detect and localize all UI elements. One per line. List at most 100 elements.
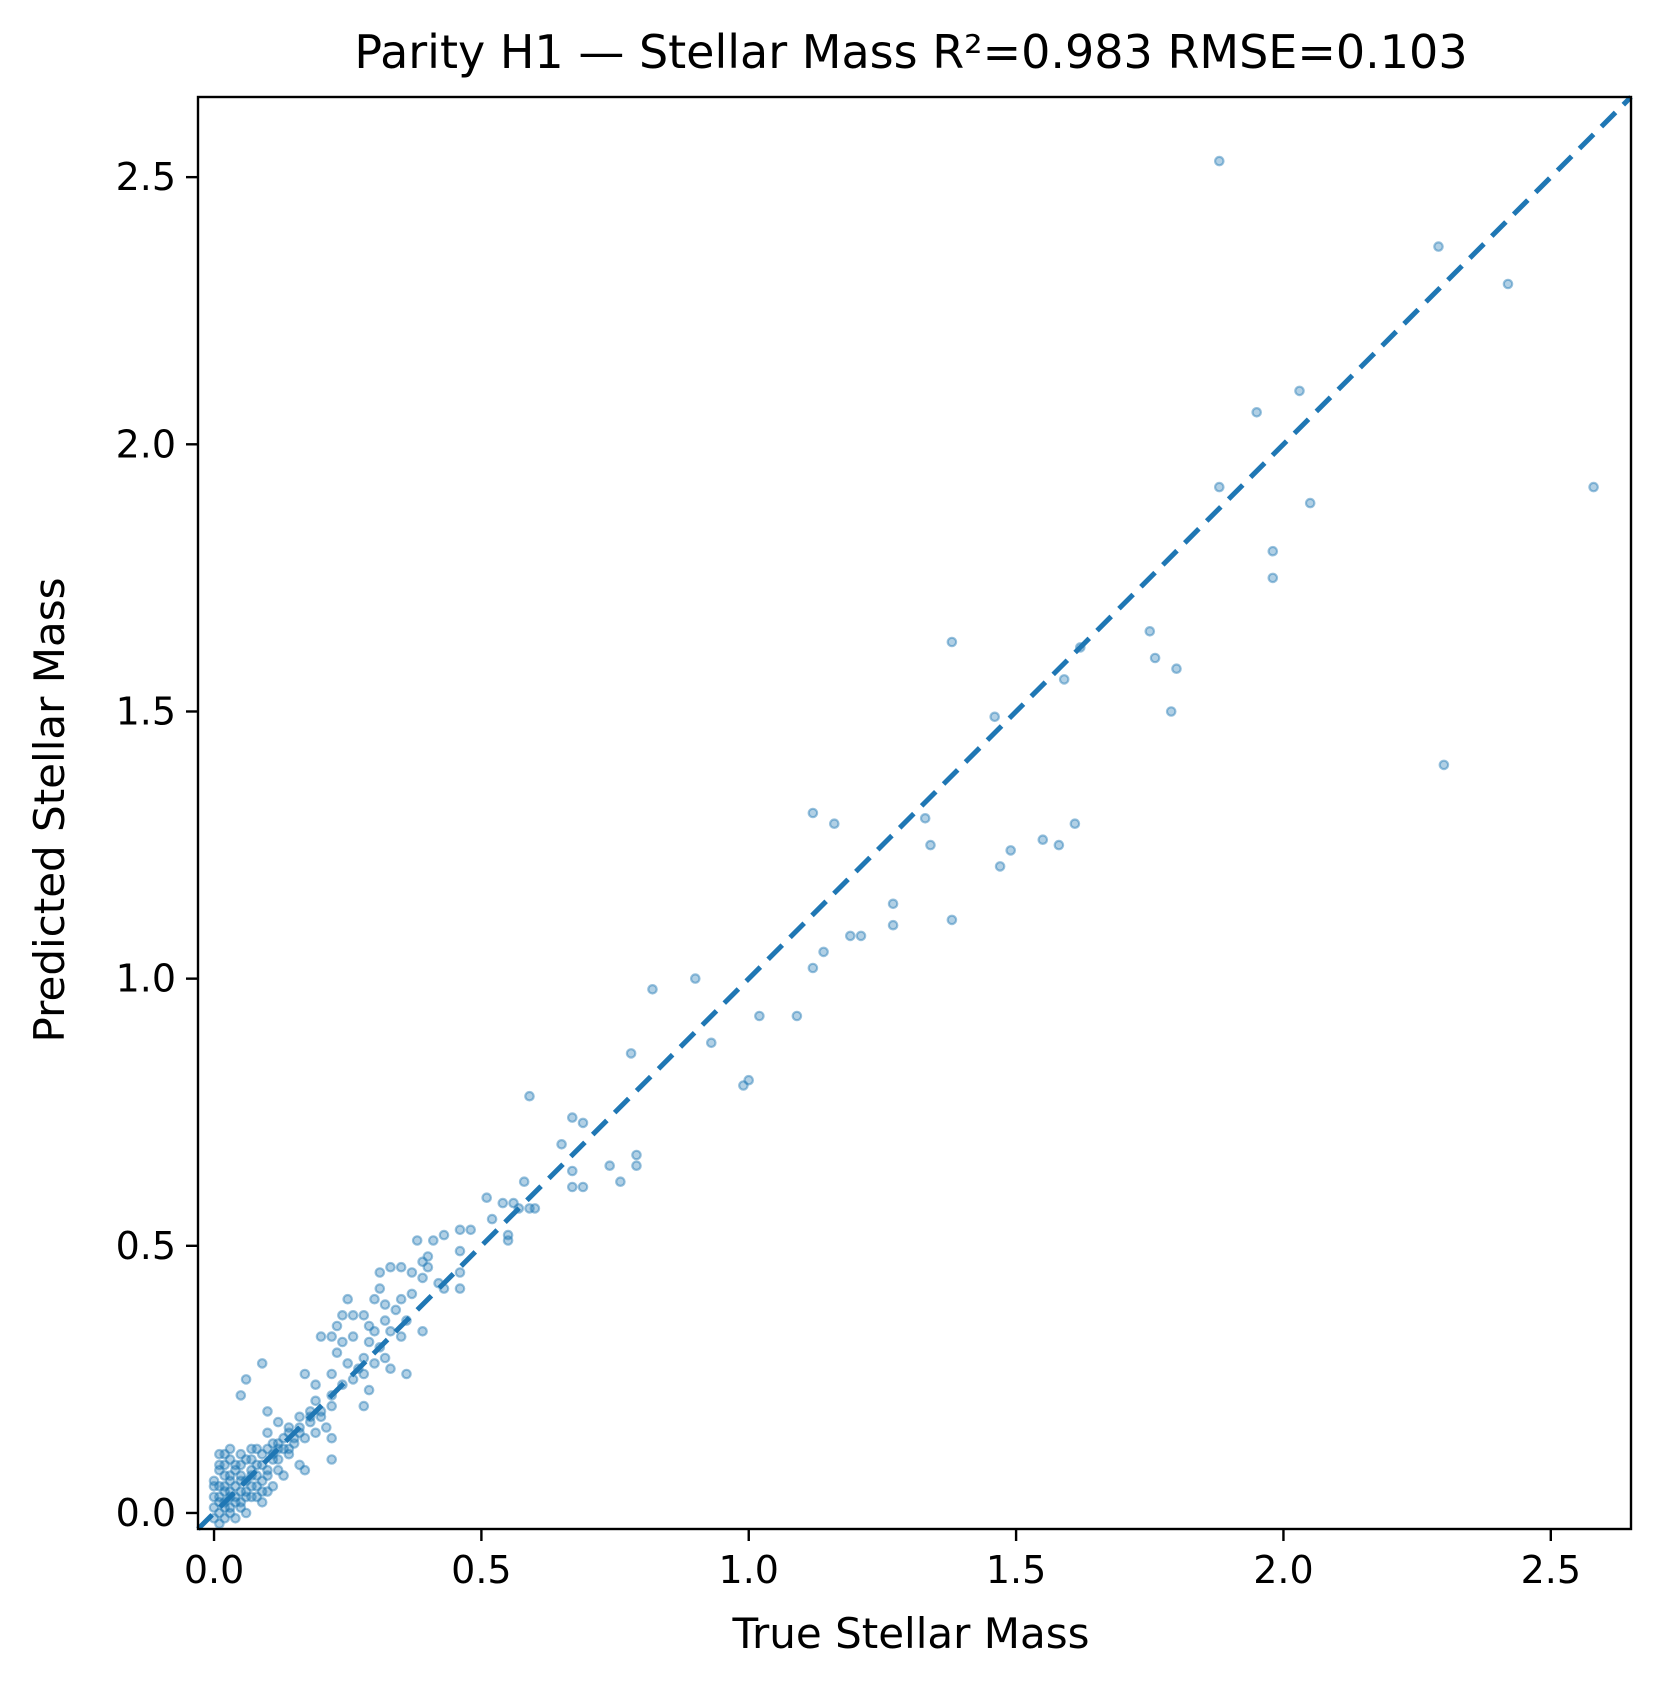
scatter-point [1438, 759, 1450, 771]
scatter-point [705, 1037, 717, 1049]
scatter-point [230, 1459, 241, 1471]
scatter-point [262, 1486, 273, 1497]
scatter-point [369, 1326, 380, 1337]
scatter-point [385, 1326, 396, 1337]
scatter-point [1267, 572, 1279, 584]
scatter-point [235, 1390, 247, 1401]
scatter-point [251, 1481, 263, 1492]
scatter-point [566, 1165, 578, 1177]
scatter-point [855, 930, 867, 942]
scatter-point [214, 1464, 225, 1476]
scatter-point [230, 1513, 241, 1524]
x-axis-ticks: 0.0 0.5 1.0 1.5 2.0 2.5 [184, 1529, 1581, 1592]
scatter-point [369, 1293, 380, 1305]
scatter-point [647, 983, 658, 995]
scatter-point [807, 962, 819, 974]
scatter-point [267, 1438, 279, 1449]
scatter-point [326, 1368, 337, 1380]
scatter-point [358, 1400, 370, 1412]
scatter-points [208, 155, 1599, 1529]
scatter-point [1502, 278, 1514, 290]
scatter-point [454, 1283, 466, 1294]
scatter-point [315, 1331, 327, 1342]
scatter-point [256, 1358, 268, 1369]
scatter-point [395, 1261, 407, 1273]
x-tick-label: 2.0 [1253, 1548, 1313, 1592]
scatter-point [272, 1438, 284, 1449]
scatter-point [1165, 706, 1177, 717]
scatter-point [310, 1395, 321, 1407]
scatter-point [256, 1448, 268, 1460]
scatter-point [615, 1176, 626, 1187]
scatter-point [577, 1181, 589, 1193]
scatter-point [422, 1261, 434, 1273]
scatter-point [214, 1507, 225, 1519]
scatter-point [369, 1358, 380, 1369]
scatter-point [326, 1454, 337, 1465]
scatter-point [481, 1192, 492, 1203]
scatter-point [529, 1203, 541, 1214]
y-tick-label: 2.0 [116, 422, 176, 466]
scatter-point [363, 1336, 375, 1348]
x-tick-label: 1.5 [986, 1548, 1046, 1592]
scatter-point [240, 1491, 252, 1503]
scatter-point [235, 1459, 247, 1471]
scatter-point [508, 1197, 519, 1209]
scatter-point [689, 973, 701, 984]
scatter-point [214, 1459, 225, 1471]
scatter-point [235, 1486, 247, 1497]
scatter-point [320, 1422, 332, 1433]
scatter-point [887, 919, 899, 931]
scatter-point [219, 1448, 230, 1460]
scatter-point [417, 1256, 428, 1268]
scatter-point [294, 1411, 305, 1423]
scatter-point [299, 1464, 311, 1476]
scatter-point [925, 839, 936, 851]
scatter-point [1058, 674, 1070, 685]
scatter-point [256, 1486, 268, 1497]
plot-frame [196, 95, 1633, 1531]
scatter-point [887, 898, 899, 910]
scatter-point [224, 1454, 236, 1465]
scatter-point [214, 1448, 225, 1460]
scatter-point [828, 818, 840, 829]
scatter-point [390, 1304, 402, 1316]
identity-line [196, 95, 1633, 1531]
scatter-point [497, 1197, 509, 1209]
scatter-point [1037, 834, 1049, 845]
scatter-point [214, 1491, 225, 1503]
scatter-point [288, 1438, 300, 1449]
scatter-point [1214, 481, 1225, 493]
scatter-point [363, 1384, 375, 1396]
scatter-point [278, 1443, 289, 1455]
scatter-point [374, 1267, 386, 1278]
scatter-point [1304, 497, 1316, 509]
scatter-point [1267, 545, 1279, 557]
scatter-point [262, 1443, 273, 1455]
scatter-point [411, 1235, 423, 1246]
scatter-point [267, 1481, 279, 1492]
scatter-point [337, 1310, 348, 1321]
scatter-point [208, 1475, 220, 1487]
scatter-point [214, 1518, 225, 1529]
scatter-point [385, 1363, 396, 1374]
scatter-point [417, 1326, 428, 1337]
scatter-point [1214, 155, 1225, 167]
scatter-point [246, 1491, 257, 1503]
scatter-point [262, 1406, 273, 1417]
scatter-point [743, 1074, 754, 1086]
scatter-point [604, 1160, 615, 1171]
scatter-point [1171, 663, 1182, 674]
scatter-point [326, 1400, 337, 1412]
scatter-point [374, 1283, 386, 1294]
scatter-point [240, 1374, 252, 1385]
scatter-point [807, 807, 819, 819]
scatter-point [208, 1502, 220, 1513]
scatter-point [1251, 406, 1262, 418]
scatter-point [342, 1358, 353, 1369]
scatter-point [946, 914, 958, 926]
scatter-point [240, 1486, 252, 1497]
scatter-point [256, 1497, 268, 1508]
scatter-point [283, 1448, 295, 1460]
